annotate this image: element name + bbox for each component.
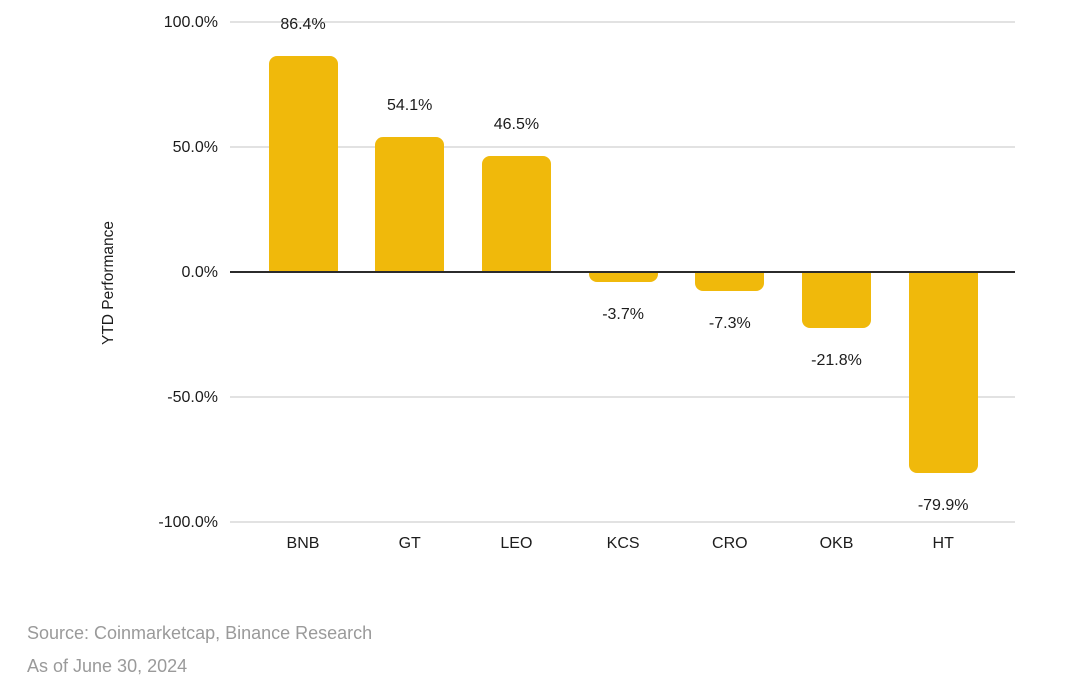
as-of-text: As of June 30, 2024 — [27, 656, 188, 676]
gridline-50.0% — [230, 146, 1015, 148]
bar-gt — [375, 136, 445, 272]
category-label-cro: CRO — [712, 535, 748, 552]
value-label-cro: -7.3% — [708, 315, 751, 333]
bar-okb — [802, 273, 871, 328]
category-label-gt: GT — [398, 535, 421, 552]
value-label-leo: 46.5% — [493, 115, 540, 133]
bar-leo — [481, 155, 551, 272]
y-tick-label: -50.0% — [167, 389, 218, 406]
y-tick-label: 50.0% — [172, 139, 218, 156]
category-label-okb: OKB — [819, 535, 854, 552]
gridline--100.0% — [230, 521, 1015, 523]
y-tick-label: -100.0% — [158, 514, 218, 531]
gridline--50.0% — [230, 396, 1015, 398]
y-tick-label: 0.0% — [181, 264, 218, 281]
category-label-ht: HT — [932, 535, 954, 552]
value-label-okb: -21.8% — [811, 351, 862, 369]
y-axis-title: YTD Performance — [100, 220, 117, 346]
category-label-kcs: KCS — [606, 535, 640, 552]
value-label-bnb: 86.4% — [280, 16, 326, 33]
value-label-kcs: -3.7% — [602, 306, 644, 324]
bar-bnb — [268, 56, 338, 272]
category-label-leo: LEO — [500, 535, 533, 552]
bar-ht — [908, 273, 978, 473]
source-text: Source: Coinmarketcap, Binance Research — [27, 623, 373, 643]
value-label-gt: 54.1% — [387, 96, 433, 114]
x-axis-zero-line — [230, 271, 1015, 273]
gridline-100.0% — [230, 21, 1015, 23]
y-tick-label: 100.0% — [163, 14, 218, 31]
bar-kcs — [588, 273, 658, 283]
bar-cro — [695, 273, 765, 292]
category-label-bnb: BNB — [286, 535, 320, 552]
value-label-ht: -79.9% — [917, 496, 969, 514]
